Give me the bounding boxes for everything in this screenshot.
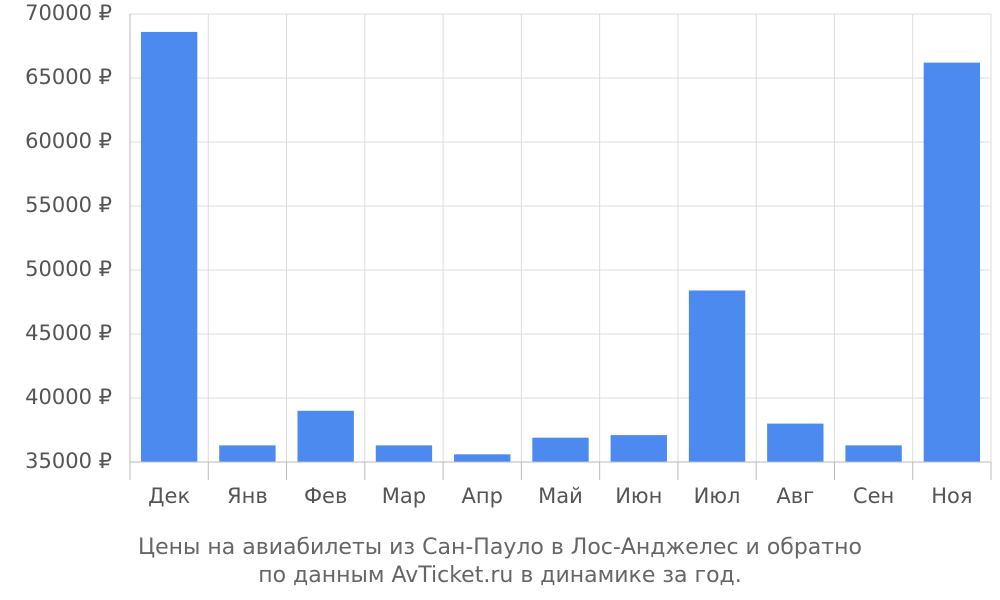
x-tick-label: Июл [694, 484, 741, 508]
chart-title: по данным AvTicket.ru в динамике за год. [258, 563, 742, 588]
bar [923, 62, 981, 462]
bar [688, 290, 746, 462]
x-tick-label: Май [538, 484, 583, 508]
y-tick-label: 60000 ₽ [25, 129, 112, 153]
x-tick-label: Дек [148, 484, 190, 508]
bar [767, 423, 824, 462]
bar [297, 410, 354, 462]
bar [219, 445, 276, 462]
x-tick-label: Ноя [931, 484, 972, 508]
bar [610, 435, 667, 462]
y-tick-label: 50000 ₽ [25, 257, 112, 281]
x-tick-label: Авг [776, 484, 814, 508]
y-tick-label: 55000 ₽ [25, 193, 112, 217]
y-tick-label: 40000 ₽ [25, 385, 112, 409]
bar [532, 437, 589, 462]
bar [140, 31, 198, 462]
bar [454, 454, 511, 462]
y-tick-label: 65000 ₽ [25, 65, 112, 89]
x-tick-label: Янв [227, 484, 268, 508]
bar [845, 445, 902, 462]
x-tick-label: Мар [382, 484, 426, 508]
x-tick-label: Июн [615, 484, 662, 508]
chart-title: Цены на авиабилеты из Сан-Пауло в Лос-Ан… [138, 535, 862, 560]
bar [375, 445, 433, 462]
y-tick-label: 45000 ₽ [25, 321, 112, 345]
x-tick-label: Сен [853, 484, 894, 508]
y-tick-label: 35000 ₽ [25, 449, 112, 473]
y-tick-label: 70000 ₽ [25, 1, 112, 25]
x-tick-label: Фев [304, 484, 347, 508]
x-tick-label: Апр [462, 484, 503, 508]
